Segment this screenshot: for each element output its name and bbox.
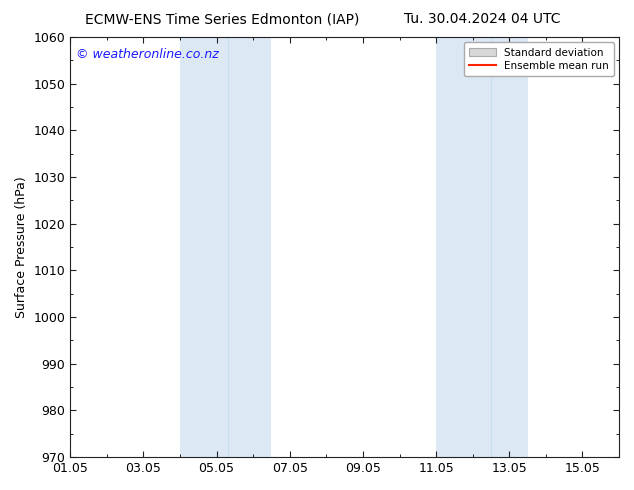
Text: © weatheronline.co.nz: © weatheronline.co.nz bbox=[76, 48, 219, 61]
Y-axis label: Surface Pressure (hPa): Surface Pressure (hPa) bbox=[15, 176, 28, 318]
Bar bbox=[180, 37, 271, 457]
Bar bbox=[436, 37, 527, 457]
Text: Tu. 30.04.2024 04 UTC: Tu. 30.04.2024 04 UTC bbox=[404, 12, 560, 26]
Text: ECMW-ENS Time Series Edmonton (IAP): ECMW-ENS Time Series Edmonton (IAP) bbox=[85, 12, 359, 26]
Legend: Standard deviation, Ensemble mean run: Standard deviation, Ensemble mean run bbox=[464, 42, 614, 76]
